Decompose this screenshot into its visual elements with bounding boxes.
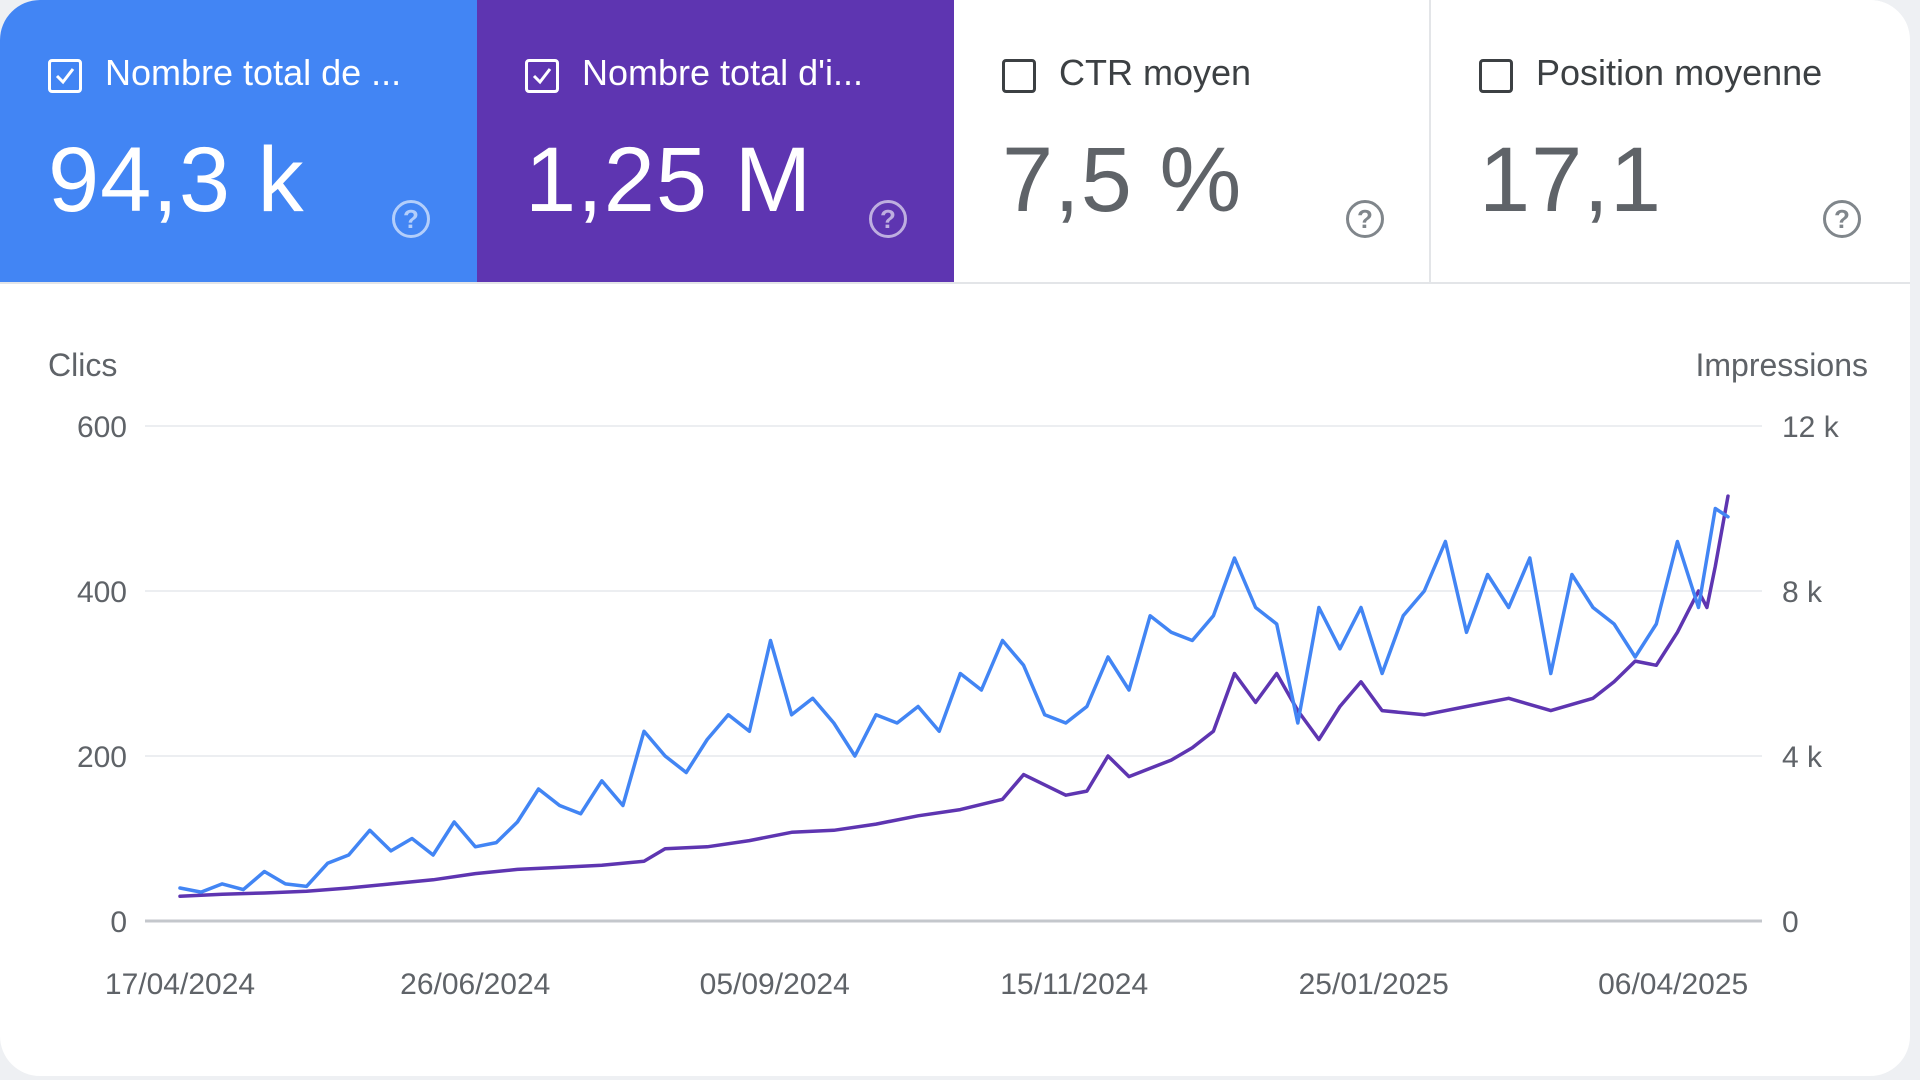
series-line-impressions: [178, 494, 1730, 899]
x-tick-label: 05/09/2024: [700, 968, 850, 1001]
left-tick-label: 400: [77, 576, 127, 609]
right-axis-label: Impressions: [1696, 347, 1869, 383]
metric-tiles: Nombre total de ... 94,3 k ? Nombre tota…: [0, 0, 1910, 284]
series-lines: [178, 494, 1730, 899]
metric-tile-clicks[interactable]: Nombre total de ... 94,3 k ?: [0, 0, 477, 282]
right-tick-label: 4 k: [1782, 741, 1823, 774]
performance-chart: Clics Impressions 0 0 200 4 k 400 8 k 600 12 k 1…: [48, 347, 1869, 1001]
x-tick-label: 06/04/2025: [1598, 968, 1748, 1001]
right-tick-label: 8 k: [1782, 576, 1823, 609]
metric-tile-impressions[interactable]: Nombre total d'i... 1,25 M ?: [477, 0, 954, 282]
checkbox-icon[interactable]: [1479, 59, 1513, 93]
metric-value: 94,3 k: [48, 129, 305, 231]
help-icon[interactable]: ?: [1346, 200, 1384, 238]
metric-value: 7,5 %: [1002, 129, 1243, 231]
left-axis-label: Clics: [48, 347, 117, 383]
axis-ticks: 0 0 200 4 k 400 8 k 600 12 k 17/04/2024 26/06/202…: [77, 411, 1840, 1001]
left-tick-label: 0: [110, 906, 127, 939]
left-tick-label: 600: [77, 411, 127, 444]
help-icon[interactable]: ?: [392, 200, 430, 238]
metric-value: 1,25 M: [525, 129, 813, 231]
help-icon[interactable]: ?: [1823, 200, 1861, 238]
grid: [145, 425, 1762, 923]
metric-label: Nombre total d'i...: [582, 52, 863, 93]
metric-label: Nombre total de ...: [105, 52, 402, 93]
metric-label: Position moyenne: [1536, 52, 1823, 93]
metric-tile-position[interactable]: Position moyenne 17,1 ?: [1431, 0, 1908, 282]
right-tick-label: 0: [1782, 906, 1799, 939]
right-tick-label: 12 k: [1782, 411, 1840, 444]
checkbox-icon[interactable]: [48, 59, 82, 93]
x-tick-label: 17/04/2024: [105, 968, 255, 1001]
metric-tile-ctr[interactable]: CTR moyen 7,5 % ?: [954, 0, 1431, 282]
x-tick-label: 15/11/2024: [1000, 968, 1148, 1001]
left-tick-label: 200: [77, 741, 127, 774]
x-tick-label: 25/01/2025: [1299, 968, 1449, 1001]
checkbox-icon[interactable]: [1002, 59, 1036, 93]
metric-label: CTR moyen: [1059, 52, 1252, 93]
x-tick-label: 26/06/2024: [400, 968, 550, 1001]
metric-value: 17,1: [1479, 129, 1663, 231]
series-line-clicks: [178, 506, 1730, 894]
help-icon[interactable]: ?: [869, 200, 907, 238]
checkbox-icon[interactable]: [525, 59, 559, 93]
